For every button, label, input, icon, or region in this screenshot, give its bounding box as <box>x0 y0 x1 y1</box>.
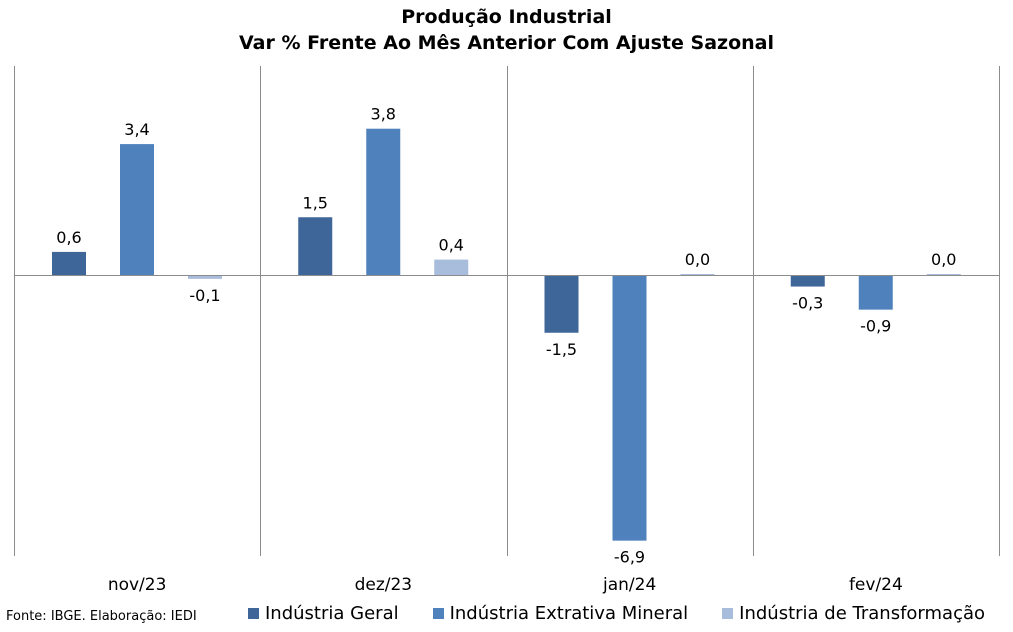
chart-title: Produção Industrial Var % Frente Ao Mês … <box>0 4 1013 56</box>
bar <box>366 128 401 275</box>
bar <box>434 259 469 275</box>
bar <box>298 217 333 275</box>
legend-swatch-extrativa-mineral <box>432 608 444 619</box>
bar-chart: 0,6 3,4 -0,1 nov/23 1,5 3,8 0,4 dez/23 -1,5 -6,9 0… <box>14 66 1000 595</box>
source-note: Fonte: IBGE. Elaboração: IEDI <box>6 609 197 624</box>
data-label: 0,0 <box>685 250 710 269</box>
data-label: -0,1 <box>189 286 220 305</box>
data-label: 0,4 <box>439 236 464 255</box>
bar <box>858 275 893 310</box>
bar <box>926 274 961 275</box>
bar <box>120 144 154 275</box>
bar <box>52 251 86 275</box>
data-label: 0,6 <box>56 228 81 247</box>
data-label: 0,0 <box>931 250 956 269</box>
x-tick-label: dez/23 <box>355 575 413 595</box>
x-tick-label: jan/24 <box>602 575 656 595</box>
bar <box>188 275 222 279</box>
bar <box>612 275 647 541</box>
x-tick-label: fev/24 <box>849 575 903 595</box>
bar <box>544 275 579 333</box>
data-label: -0,9 <box>860 317 891 336</box>
data-label: 1,5 <box>303 193 328 212</box>
legend: Indústria Geral Indústria Extrativa Mine… <box>248 603 1013 624</box>
chart-subtitle-line: Var % Frente Ao Mês Anterior Com Ajuste … <box>239 32 774 54</box>
chart-title-line: Produção Industrial <box>401 6 612 28</box>
legend-item-transformacao: Indústria de Transformação <box>722 603 985 624</box>
data-label: -6,9 <box>614 548 645 567</box>
data-label: 3,4 <box>124 120 149 139</box>
legend-swatch-transformacao <box>722 608 734 619</box>
x-tick-label: nov/23 <box>108 575 167 595</box>
legend-item-industria-geral: Indústria Geral <box>248 603 399 624</box>
legend-label-extrativa-mineral: Indústria Extrativa Mineral <box>449 603 689 624</box>
legend-label-transformacao: Indústria de Transformação <box>739 603 986 624</box>
data-label: -0,3 <box>792 294 823 313</box>
legend-item-extrativa-mineral: Indústria Extrativa Mineral <box>432 603 689 624</box>
bar <box>790 275 825 287</box>
data-label: 3,8 <box>371 105 396 124</box>
legend-label-industria-geral: Indústria Geral <box>265 603 399 624</box>
data-label: -1,5 <box>546 340 577 359</box>
bar <box>680 274 715 275</box>
legend-swatch-industria-geral <box>248 608 259 619</box>
